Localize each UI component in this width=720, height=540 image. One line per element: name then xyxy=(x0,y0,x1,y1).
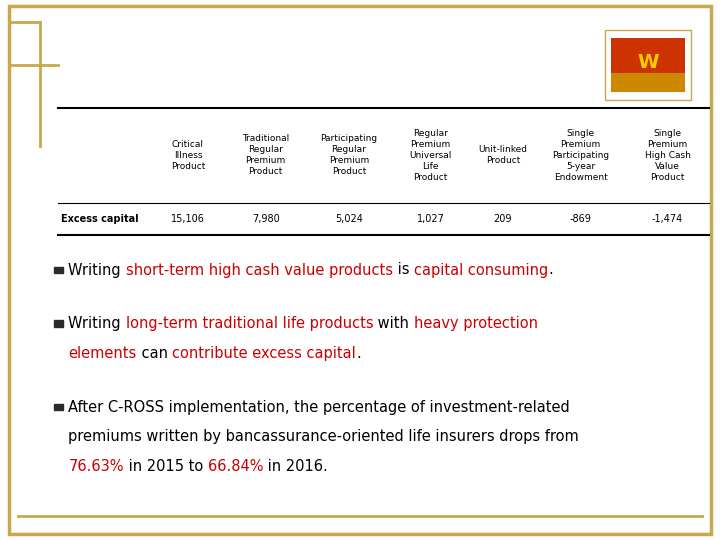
Text: in 2016.: in 2016. xyxy=(264,459,328,474)
Text: 15,106: 15,106 xyxy=(171,214,205,224)
Text: long-term traditional life products: long-term traditional life products xyxy=(126,316,373,331)
Text: heavy protection: heavy protection xyxy=(414,316,538,331)
Text: W: W xyxy=(637,52,659,72)
Bar xyxy=(54,404,63,410)
Text: short-term high cash value products: short-term high cash value products xyxy=(126,262,392,278)
Bar xyxy=(611,38,685,92)
Text: Single
Premium
High Cash
Value
Product: Single Premium High Cash Value Product xyxy=(644,129,690,182)
Text: -869: -869 xyxy=(570,214,592,224)
Text: 209: 209 xyxy=(494,214,512,224)
Text: Single
Premium
Participating
5-year
Endowment: Single Premium Participating 5-year Endo… xyxy=(552,129,609,182)
Text: Critical
Illness
Product: Critical Illness Product xyxy=(171,140,205,171)
Text: Writing: Writing xyxy=(68,262,126,278)
Text: Writing: Writing xyxy=(68,316,126,331)
Text: Regular
Premium
Universal
Life
Product: Regular Premium Universal Life Product xyxy=(409,129,451,182)
Text: Excess capital: Excess capital xyxy=(61,214,139,224)
Text: .: . xyxy=(548,262,553,278)
Text: Unit-linked
Product: Unit-linked Product xyxy=(478,145,527,165)
Text: Participating
Regular
Premium
Product: Participating Regular Premium Product xyxy=(320,134,377,177)
Text: contribute excess capital: contribute excess capital xyxy=(172,346,356,361)
Text: can: can xyxy=(137,346,172,361)
Text: 7,980: 7,980 xyxy=(252,214,279,224)
Text: premiums written by bancassurance-oriented life insurers drops from: premiums written by bancassurance-orient… xyxy=(68,429,579,444)
Text: in 2015 to: in 2015 to xyxy=(124,459,208,474)
Text: capital consuming: capital consuming xyxy=(414,262,548,278)
Bar xyxy=(54,321,63,327)
Text: 66.84%: 66.84% xyxy=(208,459,264,474)
FancyBboxPatch shape xyxy=(605,30,691,100)
Text: After C-ROSS implementation, the percentage of investment-related: After C-ROSS implementation, the percent… xyxy=(68,400,570,415)
Text: is: is xyxy=(392,262,414,278)
Text: .: . xyxy=(356,346,361,361)
Text: Traditional
Regular
Premium
Product: Traditional Regular Premium Product xyxy=(242,134,289,177)
Text: elements: elements xyxy=(68,346,137,361)
Text: 1,027: 1,027 xyxy=(417,214,444,224)
Text: -1,474: -1,474 xyxy=(652,214,683,224)
Text: 5,024: 5,024 xyxy=(335,214,363,224)
Text: 76.63%: 76.63% xyxy=(68,459,124,474)
Bar xyxy=(611,73,685,92)
Text: with: with xyxy=(373,316,414,331)
Bar xyxy=(54,267,63,273)
